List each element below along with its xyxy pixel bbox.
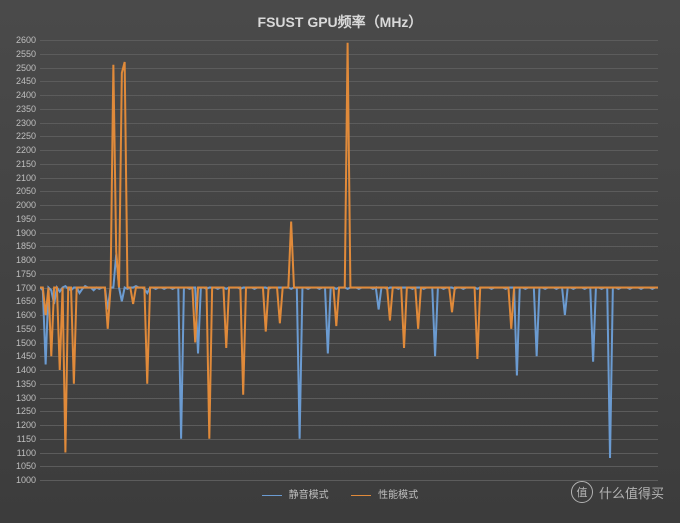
y-axis-label: 2500 (12, 63, 36, 73)
series-line-1 (40, 43, 658, 453)
y-axis-label: 2300 (12, 118, 36, 128)
y-axis-label: 1500 (12, 338, 36, 348)
y-axis-label: 2550 (12, 49, 36, 59)
y-axis-label: 1850 (12, 241, 36, 251)
watermark: 值 什么值得买 (571, 481, 664, 503)
y-axis-label: 1550 (12, 324, 36, 334)
y-axis-label: 1100 (12, 448, 36, 458)
y-axis-label: 1200 (12, 420, 36, 430)
gridline (40, 480, 658, 481)
y-axis-label: 1450 (12, 351, 36, 361)
y-axis-label: 2600 (12, 35, 36, 45)
y-axis-label: 2000 (12, 200, 36, 210)
legend: 静音模式 性能模式 (12, 480, 668, 507)
legend-item-performance: 性能模式 (351, 490, 418, 501)
y-axis-label: 1700 (12, 283, 36, 293)
y-axis-label: 1750 (12, 269, 36, 279)
y-axis-label: 1600 (12, 310, 36, 320)
legend-swatch-performance (351, 495, 371, 496)
y-axis-label: 1900 (12, 228, 36, 238)
y-axis-label: 2250 (12, 131, 36, 141)
y-axis-label: 1300 (12, 393, 36, 403)
y-axis-label: 2350 (12, 104, 36, 114)
y-axis-label: 1000 (12, 475, 36, 485)
chart-title: FSUST GPU频率（MHz） (12, 12, 668, 32)
y-axis-label: 2150 (12, 159, 36, 169)
chart-container: FSUST GPU频率（MHz） 10001050110011501200125… (0, 0, 680, 523)
legend-swatch-quiet (262, 495, 282, 496)
y-axis-label: 1400 (12, 365, 36, 375)
y-axis-label: 2050 (12, 186, 36, 196)
series-line-0 (40, 255, 658, 459)
y-axis-label: 1800 (12, 255, 36, 265)
y-axis-label: 1250 (12, 406, 36, 416)
legend-label-performance: 性能模式 (378, 490, 418, 501)
plot-area: 1000105011001150120012501300135014001450… (40, 40, 658, 480)
y-axis-label: 1150 (12, 434, 36, 444)
y-axis-label: 2400 (12, 90, 36, 100)
y-axis-label: 2100 (12, 173, 36, 183)
y-axis-label: 1050 (12, 461, 36, 471)
legend-item-quiet: 静音模式 (262, 490, 332, 501)
watermark-badge: 值 (571, 481, 593, 503)
y-axis-label: 1350 (12, 379, 36, 389)
legend-label-quiet: 静音模式 (289, 490, 329, 501)
chart-lines (40, 40, 658, 480)
watermark-text: 什么值得买 (599, 483, 664, 502)
y-axis-label: 2450 (12, 76, 36, 86)
y-axis-label: 2200 (12, 145, 36, 155)
y-axis-label: 1950 (12, 214, 36, 224)
y-axis-label: 1650 (12, 296, 36, 306)
